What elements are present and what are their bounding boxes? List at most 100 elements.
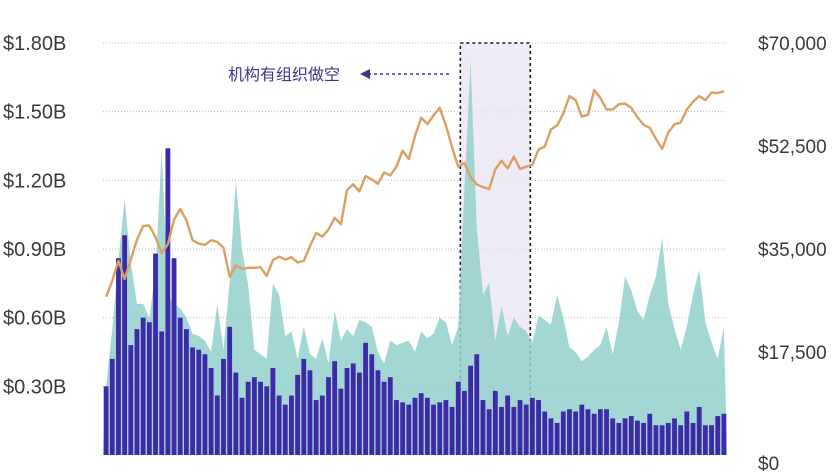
bar-4 <box>128 345 134 455</box>
bar-24 <box>251 377 257 455</box>
bar-82 <box>610 418 616 455</box>
annotation-label: 机构有组织做空 <box>228 65 340 84</box>
bar-94 <box>684 411 690 455</box>
bar-76 <box>573 411 579 455</box>
bar-20 <box>227 326 233 455</box>
bar-79 <box>591 413 597 455</box>
bar-43 <box>369 354 375 455</box>
bar-10 <box>165 148 171 456</box>
line-series <box>104 88 725 298</box>
bar-64 <box>499 406 504 455</box>
bar-0 <box>103 386 109 455</box>
bar-54 <box>437 402 443 455</box>
bar-96 <box>696 406 702 455</box>
bar-39 <box>344 368 350 455</box>
bar-36 <box>326 377 331 455</box>
bar-98 <box>709 425 714 455</box>
bar-53 <box>431 404 436 455</box>
area-series <box>103 61 727 456</box>
bar-48 <box>400 402 406 455</box>
bar-95 <box>690 422 696 455</box>
bar-25 <box>258 381 263 455</box>
bar-35 <box>319 395 325 455</box>
bar-70 <box>536 400 541 455</box>
bar-19 <box>221 358 226 455</box>
bar-32 <box>301 358 307 455</box>
price-line <box>104 88 725 298</box>
bar-22 <box>239 397 245 455</box>
bar-100 <box>721 413 727 455</box>
bar-90 <box>659 425 665 455</box>
bar-77 <box>579 404 585 455</box>
bar-71 <box>542 411 548 455</box>
bar-55 <box>443 400 449 455</box>
bar-68 <box>523 404 529 455</box>
bar-15 <box>196 349 202 455</box>
bar-13 <box>184 329 189 455</box>
bar-73 <box>554 422 560 455</box>
bar-7 <box>146 322 152 455</box>
bar-41 <box>356 372 362 455</box>
bar-6 <box>140 317 146 455</box>
bar-69 <box>529 397 535 455</box>
bar-37 <box>332 361 338 455</box>
bar-58 <box>462 390 467 455</box>
bar-84 <box>622 418 628 455</box>
bar-99 <box>715 416 721 455</box>
bar-81 <box>604 409 609 455</box>
bar-5 <box>134 329 140 455</box>
bar-1 <box>109 358 115 455</box>
bar-63 <box>492 390 498 455</box>
left-tick-label-3: $1.20B <box>3 170 66 192</box>
bar-26 <box>264 386 270 455</box>
bar-47 <box>394 400 399 455</box>
bar-57 <box>455 381 461 455</box>
bar-2 <box>116 258 121 455</box>
bar-88 <box>647 413 653 455</box>
bar-87 <box>641 422 646 455</box>
left-tick-label-0: $0.30B <box>3 376 66 398</box>
bar-62 <box>486 409 492 455</box>
bar-66 <box>511 406 517 455</box>
bar-33 <box>307 370 313 455</box>
annotation: 机构有组织做空 <box>228 65 452 84</box>
bar-65 <box>505 395 511 455</box>
bar-61 <box>480 400 486 455</box>
bar-8 <box>153 253 158 455</box>
bar-72 <box>548 418 554 455</box>
bar-86 <box>635 420 640 455</box>
bar-91 <box>665 422 671 455</box>
bar-78 <box>585 409 591 455</box>
right-tick-label-4: $70,000 <box>758 34 827 55</box>
bar-40 <box>350 363 356 455</box>
left-tick-label-2: $0.90B <box>3 239 66 261</box>
bar-12 <box>177 317 183 455</box>
bar-31 <box>295 374 301 455</box>
bar-74 <box>560 411 566 455</box>
bar-23 <box>245 381 251 455</box>
bar-21 <box>233 372 239 455</box>
annotation-arrowhead <box>360 69 370 79</box>
right-tick-label-1: $17,500 <box>758 343 827 364</box>
left-tick-label-4: $1.50B <box>3 102 66 124</box>
bar-59 <box>468 365 474 455</box>
right-tick-label-2: $35,000 <box>758 240 827 261</box>
bar-46 <box>387 377 393 455</box>
bar-85 <box>628 416 634 455</box>
bar-67 <box>517 400 523 455</box>
bar-97 <box>702 425 708 455</box>
bar-51 <box>418 393 424 455</box>
right-tick-label-0: $0 <box>758 454 779 474</box>
bar-44 <box>375 370 381 455</box>
bar-42 <box>363 342 368 455</box>
left-axis: $0.30B $0.60B $0.90B $1.20B $1.50B $1.80B <box>3 33 66 398</box>
bar-28 <box>276 395 282 455</box>
bar-75 <box>567 409 572 455</box>
right-axis: $0 $17,500 $35,000 $52,500 $70,000 <box>758 34 827 474</box>
bar-16 <box>202 354 208 455</box>
bar-93 <box>678 425 684 455</box>
bar-17 <box>208 368 214 455</box>
bar-11 <box>171 258 177 455</box>
bar-45 <box>381 381 387 455</box>
